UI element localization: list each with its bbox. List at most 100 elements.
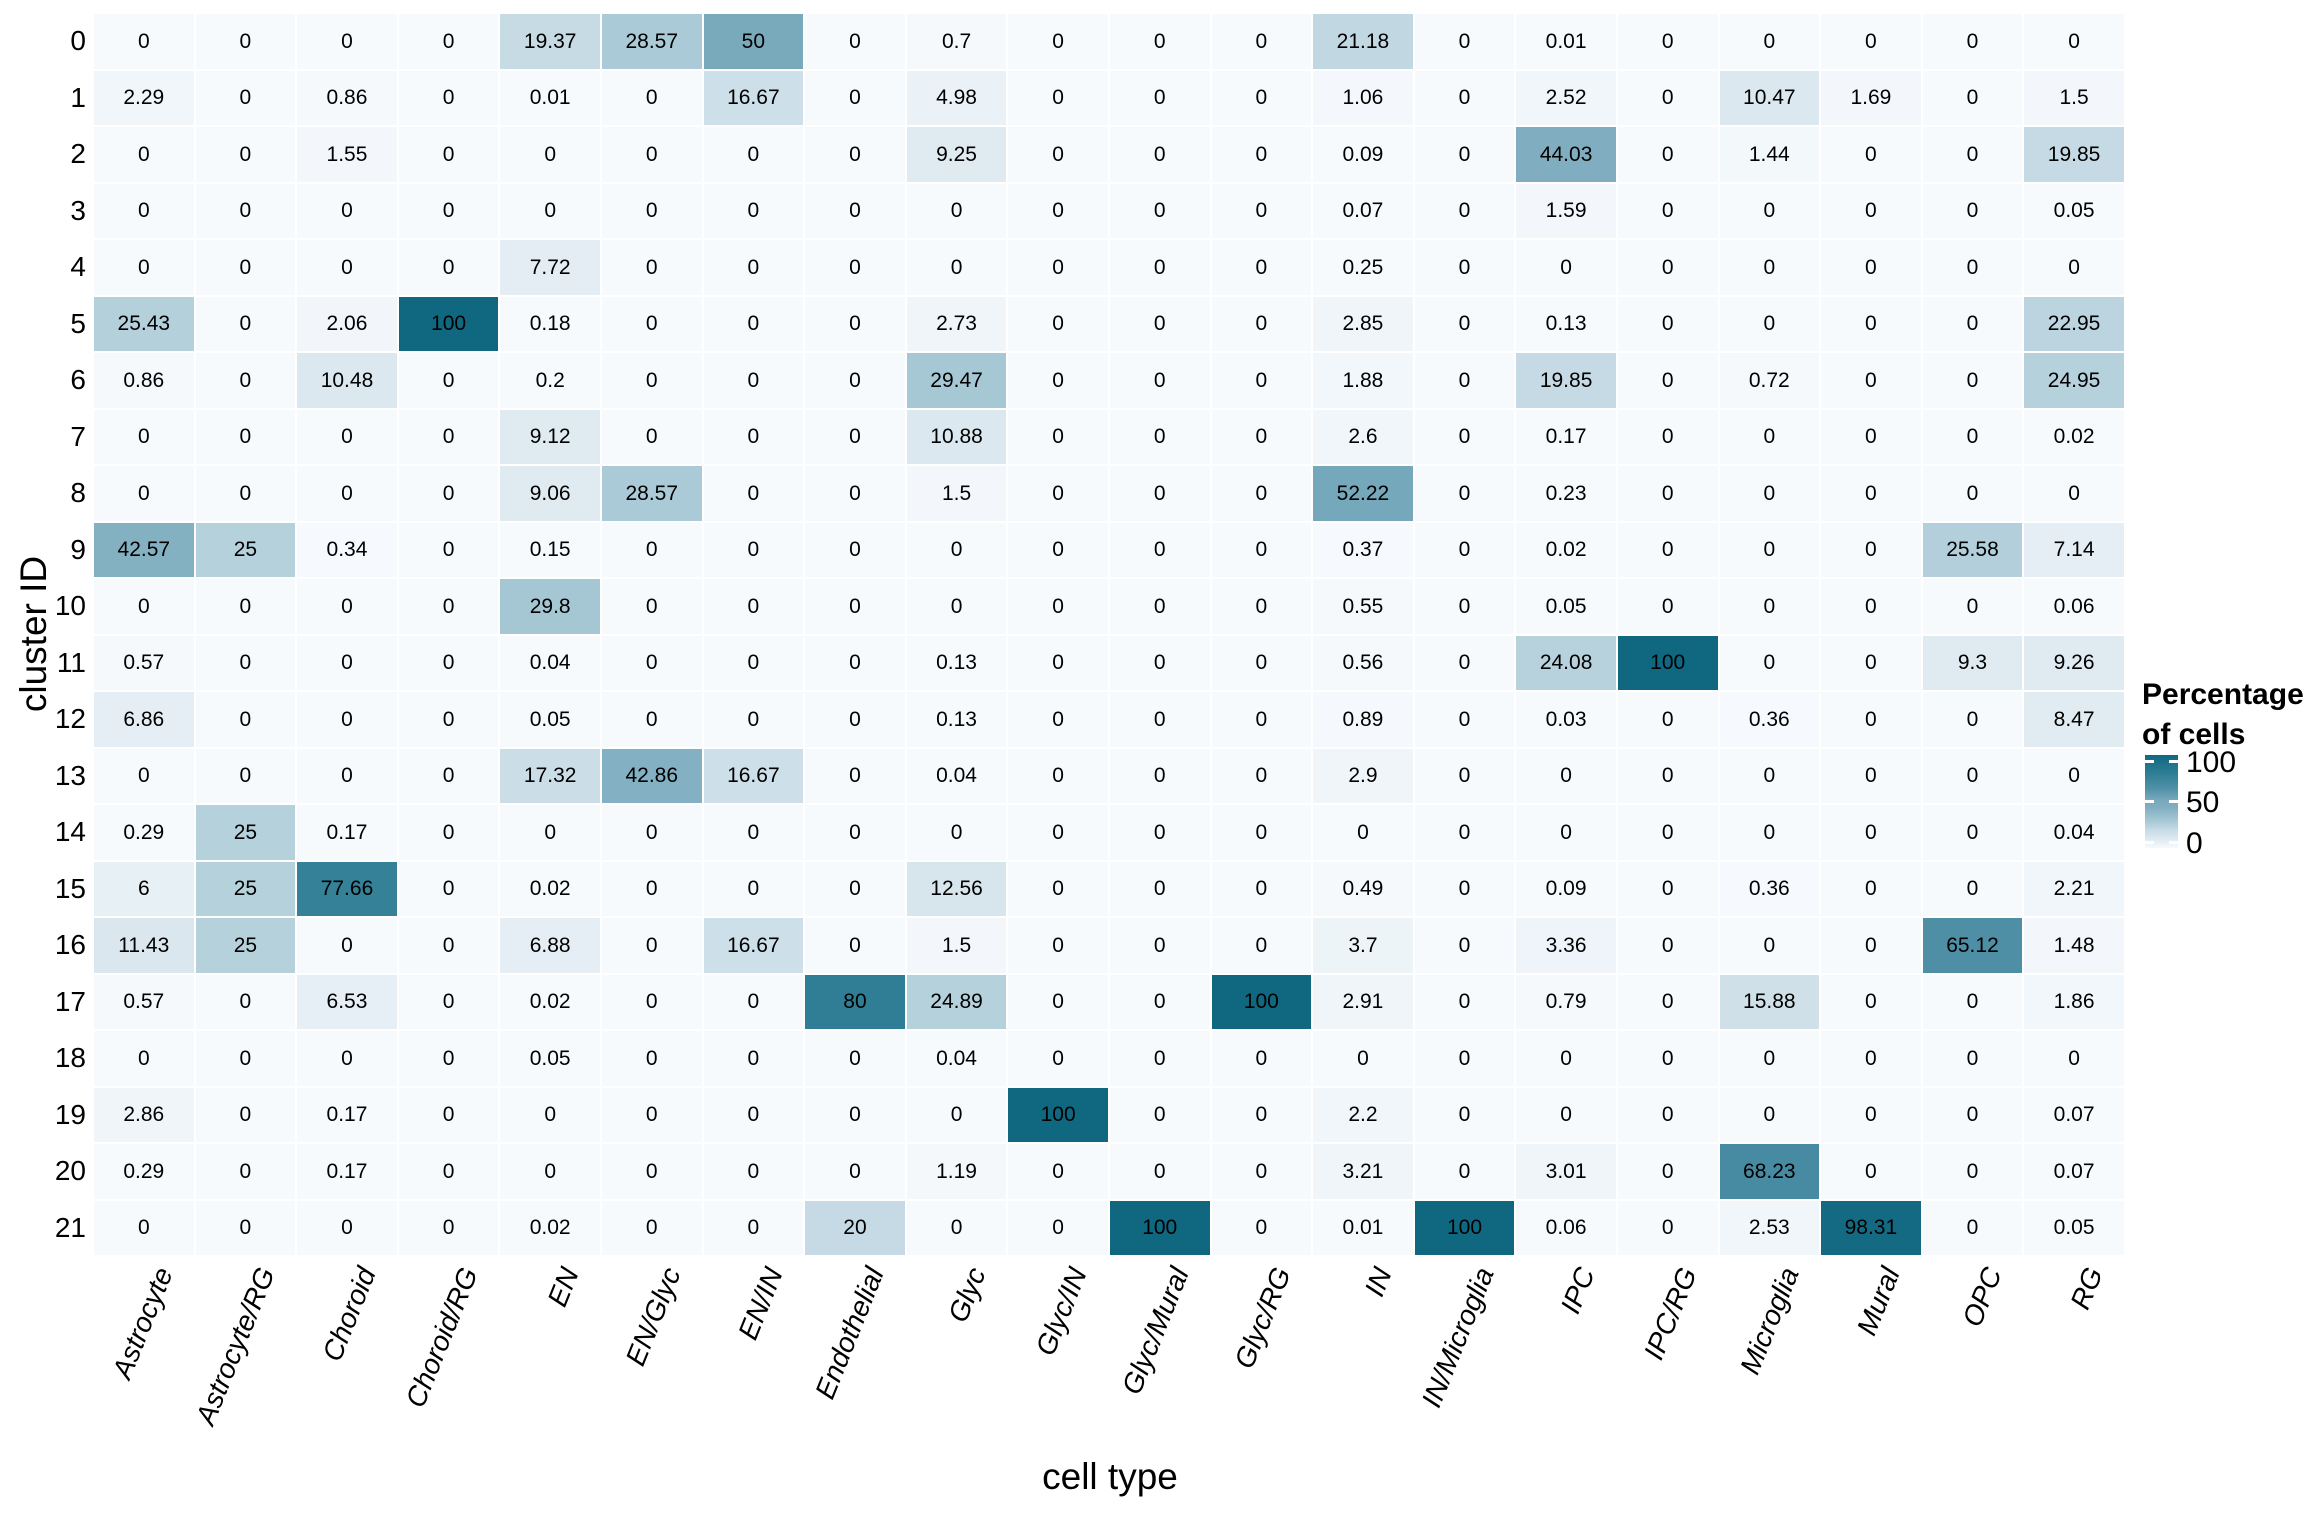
heatmap-cell: 0 bbox=[297, 14, 397, 69]
heatmap-cell: 100 bbox=[398, 296, 499, 351]
heatmap-cell: 68.23 bbox=[1719, 1144, 1820, 1199]
heatmap-cell: 0 bbox=[1821, 466, 1921, 521]
heatmap-cell: 0 bbox=[94, 127, 194, 182]
heatmap-cell: 0.17 bbox=[297, 1144, 397, 1199]
heatmap-cell: 0 bbox=[297, 748, 397, 803]
heatmap-cell: 0 bbox=[195, 70, 296, 125]
heatmap-cell: 0 bbox=[703, 353, 804, 408]
heatmap-cell: 0.01 bbox=[1516, 14, 1616, 69]
heatmap-cell: 0.09 bbox=[1516, 861, 1616, 916]
heatmap-cell: 0.01 bbox=[500, 70, 600, 125]
y-axis-tick-label: 14 bbox=[54, 816, 86, 847]
heatmap-cell: 0 bbox=[1821, 240, 1921, 295]
y-axis-tick-label: 21 bbox=[54, 1211, 86, 1243]
x-axis-tick-label: Glyc/IN bbox=[1030, 1263, 1094, 1360]
heatmap-cell: 0 bbox=[805, 183, 905, 238]
heatmap-cell: 0 bbox=[1719, 240, 1820, 295]
heatmap-cell: 0 bbox=[1414, 579, 1515, 634]
heatmap-cell: 2.21 bbox=[2024, 861, 2124, 916]
heatmap-cell: 0 bbox=[1109, 240, 1210, 295]
heatmap-cell: 0.04 bbox=[906, 1031, 1007, 1086]
heatmap-cell: 0.05 bbox=[500, 1031, 600, 1086]
heatmap-cell: 0 bbox=[398, 14, 499, 69]
x-axis-tick-label: EN/IN bbox=[731, 1263, 789, 1344]
heatmap-cell: 0 bbox=[94, 1031, 194, 1086]
heatmap-cell: 0 bbox=[1719, 918, 1820, 973]
heatmap-cell: 0 bbox=[1414, 1087, 1515, 1142]
heatmap-cell: 0 bbox=[1922, 805, 2023, 860]
heatmap-cell: 0 bbox=[1922, 353, 2023, 408]
y-axis-tick-label: 13 bbox=[54, 759, 86, 791]
heatmap-cell: 0 bbox=[1922, 70, 2023, 125]
heatmap-cell: 0 bbox=[805, 296, 905, 351]
heatmap-cell: 0 bbox=[1109, 805, 1210, 860]
heatmap-cell: 0 bbox=[297, 466, 397, 521]
heatmap-cell: 0 bbox=[1922, 240, 2023, 295]
x-axis-tick-label: Microglia bbox=[1733, 1263, 1805, 1379]
y-axis-tick-label: 4 bbox=[70, 251, 86, 282]
heatmap-cell: 0.06 bbox=[1516, 1200, 1616, 1255]
heatmap-cell: 0 bbox=[601, 296, 702, 351]
heatmap-cell: 0 bbox=[601, 1031, 702, 1086]
heatmap-cell: 0 bbox=[1821, 1144, 1921, 1199]
heatmap-grid: 0 0 0 0 19.37 28.57 50 0 0.7 0 0 0 21.18 0 0.01 0 0 0 0 0 2.… bbox=[94, 14, 2124, 1255]
y-axis-tick-label: 0 bbox=[70, 25, 86, 56]
heatmap-cell: 0 bbox=[1821, 1087, 1921, 1142]
heatmap-cell: 0.36 bbox=[1719, 861, 1820, 916]
x-axis-tick-label: IN bbox=[1358, 1263, 1398, 1301]
heatmap-cell: 0 bbox=[601, 918, 702, 973]
heatmap-cell: 0 bbox=[1008, 1144, 1108, 1199]
colorbar-title-line1: Percentage bbox=[2142, 678, 2304, 711]
heatmap-cell: 3.7 bbox=[1313, 918, 1413, 973]
heatmap-cell: 0.06 bbox=[2024, 579, 2124, 634]
heatmap-cell: 0 bbox=[1922, 1087, 2023, 1142]
x-axis-tick-label: OPC bbox=[1956, 1263, 2008, 1331]
heatmap-cell: 0 bbox=[1109, 635, 1210, 690]
heatmap-cell: 0 bbox=[398, 692, 499, 747]
heatmap-cell: 0 bbox=[1414, 861, 1515, 916]
heatmap-cell: 0 bbox=[1211, 240, 1312, 295]
heatmap-cell: 0 bbox=[1617, 70, 1718, 125]
colorbar-tick-label: 0 bbox=[2186, 827, 2203, 860]
heatmap-cell: 9.12 bbox=[500, 409, 600, 464]
heatmap-cell: 100 bbox=[1617, 635, 1718, 690]
heatmap-cell: 0.34 bbox=[297, 522, 397, 577]
heatmap-cell: 9.06 bbox=[500, 466, 600, 521]
heatmap-cell: 0 bbox=[1414, 409, 1515, 464]
heatmap-cell: 0 bbox=[1617, 1144, 1718, 1199]
y-axis-tick-label: 2 bbox=[70, 138, 86, 169]
heatmap-cell: 0 bbox=[1821, 127, 1921, 182]
heatmap-cell: 0 bbox=[1821, 296, 1921, 351]
heatmap-cell: 0 bbox=[297, 183, 397, 238]
heatmap-cell: 0 bbox=[703, 183, 804, 238]
heatmap-cell: 0.02 bbox=[500, 861, 600, 916]
heatmap-cell: 0 bbox=[1617, 748, 1718, 803]
heatmap-cell: 0 bbox=[398, 974, 499, 1029]
heatmap-cell: 0 bbox=[1922, 861, 2023, 916]
heatmap-cell: 0 bbox=[1617, 14, 1718, 69]
heatmap-cell: 0 bbox=[1414, 183, 1515, 238]
heatmap-cell: 0 bbox=[805, 1031, 905, 1086]
heatmap-cell: 0 bbox=[195, 635, 296, 690]
heatmap-cell: 100 bbox=[1109, 1200, 1210, 1255]
heatmap-cell: 0 bbox=[601, 70, 702, 125]
heatmap-cell: 0 bbox=[703, 1200, 804, 1255]
heatmap-cell: 2.73 bbox=[906, 296, 1007, 351]
heatmap-cell: 100 bbox=[1211, 974, 1312, 1029]
heatmap-cell: 0 bbox=[1719, 1087, 1820, 1142]
heatmap-cell: 0 bbox=[1414, 805, 1515, 860]
heatmap-cell: 25 bbox=[195, 861, 296, 916]
heatmap-cell: 0 bbox=[1719, 748, 1820, 803]
heatmap-cell: 0 bbox=[1008, 183, 1108, 238]
heatmap-cell: 0 bbox=[1617, 579, 1718, 634]
heatmap-cell: 1.5 bbox=[906, 466, 1007, 521]
heatmap-cell: 0 bbox=[1008, 240, 1108, 295]
heatmap-cell: 0 bbox=[1821, 1031, 1921, 1086]
heatmap-cell: 0 bbox=[703, 522, 804, 577]
heatmap-cell: 15.88 bbox=[1719, 974, 1820, 1029]
heatmap-cell: 0 bbox=[1821, 918, 1921, 973]
heatmap-cell: 0 bbox=[1109, 14, 1210, 69]
heatmap-cell: 0 bbox=[1008, 974, 1108, 1029]
heatmap-cell: 2.52 bbox=[1516, 70, 1616, 125]
